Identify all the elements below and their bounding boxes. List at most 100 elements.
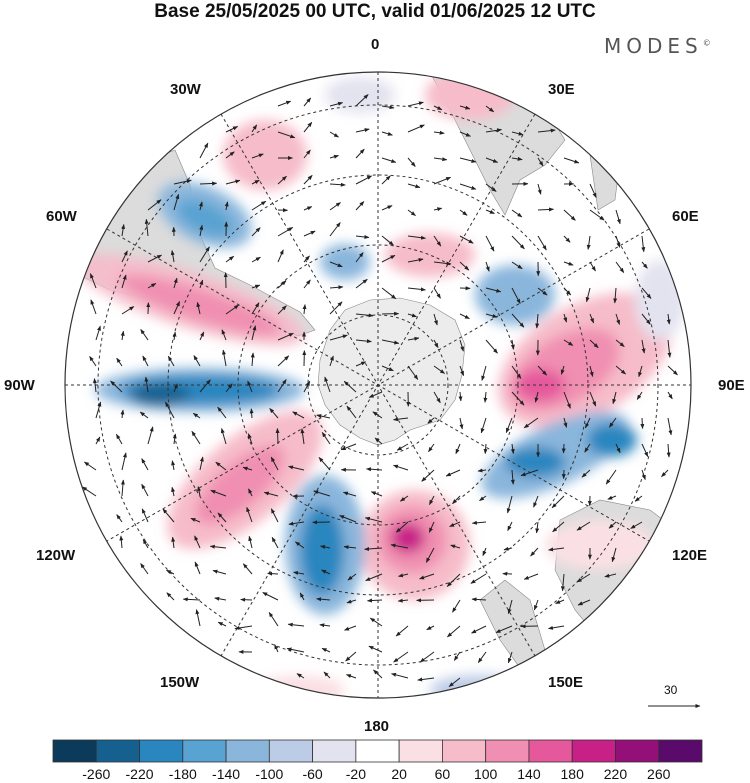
wind-vector [530, 547, 539, 557]
wind-vector [320, 545, 331, 549]
wind-vector [381, 131, 393, 136]
wind-vector [294, 541, 305, 549]
wind-vector [293, 570, 305, 575]
wind-vector [355, 234, 370, 239]
wind-vector [452, 495, 461, 505]
colorbar-swatch [139, 739, 184, 763]
colorbar-tick-label: -180 [168, 766, 197, 782]
wind-vector [171, 460, 176, 471]
wind-vector [217, 621, 227, 627]
wind-vector [495, 625, 513, 634]
wind-vector [477, 651, 487, 664]
wind-vector [458, 391, 463, 402]
wind-vector [433, 339, 439, 349]
wind-vector [248, 488, 253, 497]
wind-vector [246, 506, 253, 523]
wind-vector [563, 339, 574, 346]
wind-vector [641, 235, 646, 253]
lon-label-180: 180 [364, 718, 390, 735]
wind-vector [194, 535, 201, 549]
wind-vector [344, 625, 357, 631]
wind-vector [303, 206, 313, 211]
wind-vector [303, 121, 313, 133]
wind-vector [115, 433, 123, 445]
wind-vector [510, 469, 515, 485]
wind-vector [329, 261, 343, 268]
wind-vector [548, 547, 565, 552]
wind-vector [368, 391, 383, 398]
wind-vector [459, 365, 465, 377]
wind-vector [251, 179, 260, 185]
wind-vector [212, 569, 227, 575]
wind-vector [269, 408, 279, 419]
wind-vector [321, 647, 331, 653]
wind-vector [329, 222, 341, 237]
wind-vector [505, 417, 513, 434]
wind-vector [324, 376, 331, 393]
wind-vector [286, 647, 305, 653]
wind-vector [221, 329, 227, 341]
wind-vector [485, 209, 495, 214]
wind-vector [446, 573, 461, 587]
lon-label-120w: 120W [36, 547, 76, 564]
wind-vector [225, 179, 241, 185]
wind-vector [417, 677, 435, 682]
wind-vector [316, 597, 331, 602]
wind-vector [407, 157, 416, 167]
wind-vector [560, 365, 565, 375]
wind-vector [277, 175, 287, 185]
wind-vector [537, 365, 547, 376]
colorbar-tick-label: -60 [302, 766, 323, 782]
wind-vector [170, 250, 175, 263]
wind-vector [303, 149, 311, 159]
wind-vector [433, 365, 446, 374]
colorbar-swatch [398, 739, 443, 763]
antarctica [317, 297, 466, 446]
wind-vector [339, 515, 357, 523]
wind-vector [533, 599, 539, 611]
wind-vector [548, 625, 565, 630]
wind-vector [270, 456, 279, 471]
wind-vector [270, 508, 279, 523]
wind-vector [343, 545, 357, 550]
colorbar-tick-label: 180 [560, 766, 584, 782]
wind-vector [666, 443, 671, 458]
wind-vector [381, 175, 391, 185]
wind-vector [355, 128, 370, 133]
wind-vector [251, 284, 261, 289]
wind-vector [329, 202, 341, 211]
wind-vector [507, 651, 513, 664]
wind-vector [173, 383, 178, 393]
wind-vector [329, 131, 339, 138]
wind-vector [511, 365, 522, 379]
wind-vector [251, 153, 264, 159]
wind-vector [589, 365, 594, 377]
wind-vector [381, 157, 397, 163]
wind-vector [193, 355, 201, 367]
wind-vector [455, 443, 461, 455]
wind-vector [296, 673, 305, 679]
wind-vector [393, 651, 409, 663]
wind-vector [407, 287, 426, 292]
wind-vector [251, 302, 260, 315]
wind-vector [433, 261, 452, 266]
colorbar-tick-label: -220 [125, 766, 154, 782]
wind-vector [367, 598, 383, 603]
wind-vector [537, 207, 554, 212]
wind-vector [615, 209, 621, 225]
wind-vector [577, 599, 591, 606]
colorbar-swatch [182, 739, 227, 763]
wind-vector [641, 261, 648, 269]
wind-vector [615, 235, 621, 248]
wind-vector [576, 573, 591, 583]
wind-vector [303, 380, 311, 393]
wind-vector [268, 611, 279, 627]
wind-vector [225, 255, 235, 263]
wind-vector [162, 508, 175, 523]
wind-vector [448, 677, 461, 687]
wind-vector [355, 313, 374, 318]
wind-vector [364, 546, 383, 551]
wind-vector [511, 287, 521, 305]
map-border [64, 71, 692, 699]
wind-vector [116, 357, 123, 367]
